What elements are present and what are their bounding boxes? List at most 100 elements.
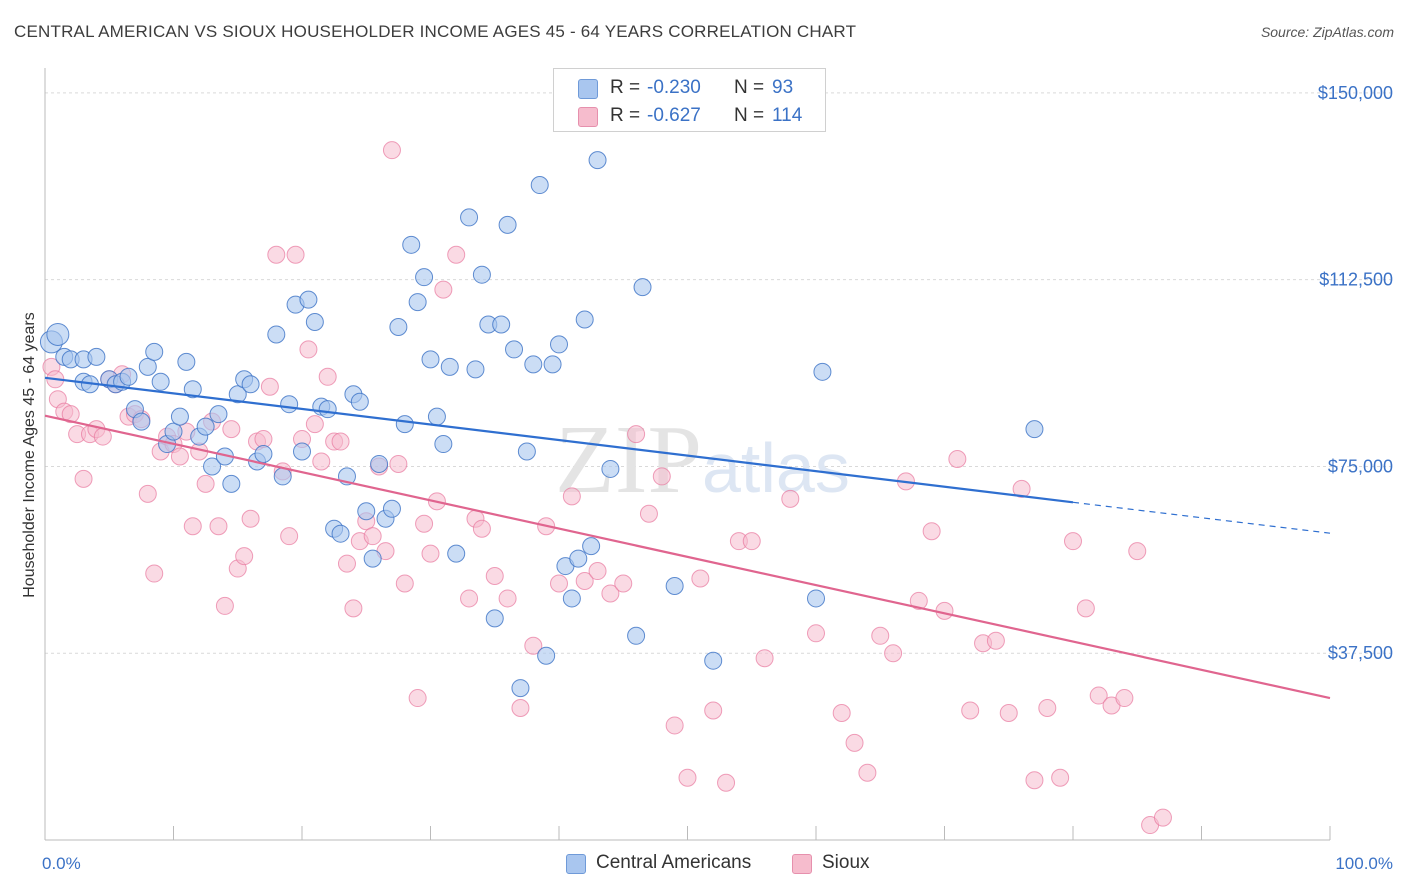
r-label: R = [610, 77, 641, 98]
central-american-point [363, 549, 382, 568]
sioux-point [511, 699, 530, 718]
sioux-point [1038, 699, 1057, 718]
central-american-point [132, 412, 151, 431]
central-american-point [492, 315, 511, 334]
central-american-point [145, 342, 164, 361]
central-american-point [402, 235, 421, 254]
sioux-point [241, 509, 260, 528]
sioux-point [280, 527, 299, 546]
central-american-point [807, 589, 825, 608]
sioux-point [485, 567, 504, 586]
sioux-point [858, 763, 877, 782]
legend-label: Sioux [822, 852, 870, 873]
r-value: -0.627 [647, 105, 701, 126]
central-american-point [151, 372, 170, 391]
sioux-point [781, 489, 800, 508]
central-american-point [543, 355, 562, 374]
sioux-point [755, 649, 774, 668]
y-tick-label: $37,500 [1328, 643, 1393, 663]
central-americans-trend-line [44, 376, 1074, 504]
y-tick-label: $75,000 [1328, 456, 1393, 476]
sioux-point [961, 701, 980, 720]
sioux-point [614, 574, 633, 593]
central-american-point [537, 646, 556, 665]
sioux-point [61, 405, 80, 424]
sioux-point [562, 487, 581, 506]
central-american-point [293, 442, 311, 461]
sioux-point [299, 340, 318, 359]
sioux-point [395, 574, 414, 593]
central-american-point [389, 317, 408, 336]
central-american-point [472, 265, 491, 284]
central-american-point [170, 407, 189, 426]
sioux-point [986, 631, 1005, 650]
sioux-point [1089, 686, 1108, 705]
sioux-point [627, 425, 646, 444]
sioux-point [588, 562, 607, 581]
sioux-point [832, 703, 851, 722]
n-value: 93 [772, 77, 794, 98]
central-american-point [1025, 420, 1044, 439]
central-american-point [305, 313, 324, 332]
sioux-point [665, 716, 684, 735]
central-american-point [588, 151, 607, 170]
axes [44, 68, 1331, 841]
x-tick-label: 0.0% [42, 854, 81, 873]
sioux-point [704, 701, 723, 720]
sioux-point [331, 432, 350, 451]
sioux-point [235, 547, 254, 566]
sioux-point [691, 569, 710, 588]
sioux-point [389, 454, 408, 473]
sioux-point [170, 447, 189, 466]
r-label: R = [610, 105, 641, 126]
sioux-point [742, 532, 761, 551]
sioux-point [183, 517, 202, 536]
central-american-point [370, 454, 389, 473]
grid-lines [45, 92, 1395, 654]
legend-row-sioux: R = -0.627 N = 114 [554, 101, 825, 129]
sioux-point [717, 773, 736, 792]
central-american-point [582, 537, 601, 556]
sioux-point [260, 377, 279, 396]
central-american-point [505, 340, 524, 359]
sioux-point [215, 596, 234, 615]
sioux-point [460, 589, 479, 608]
correlation-legend: R = -0.230 N = 93 R = -0.627 N = 114 [553, 68, 826, 132]
sioux-point [1064, 532, 1082, 551]
y-tick-label: $150,000 [1318, 83, 1393, 103]
n-label: N = [734, 105, 765, 126]
chart-title: CENTRAL AMERICAN VS SIOUX HOUSEHOLDER IN… [14, 22, 857, 41]
sioux-point [678, 768, 697, 787]
sioux-point [550, 574, 568, 593]
legend-row-central-americans: R = -0.230 N = 93 [554, 73, 825, 101]
trend-lines [44, 376, 1331, 700]
sioux-point [498, 589, 517, 608]
central-american-point [485, 609, 504, 628]
sioux-point [524, 636, 543, 655]
series-legend: Central Americans Sioux [0, 852, 1406, 878]
central-american-point [87, 347, 106, 366]
central-american-point [627, 626, 646, 645]
sioux-point [337, 554, 356, 573]
central-american-point [222, 474, 241, 493]
n-label: N = [734, 77, 765, 98]
sioux-point [434, 280, 453, 299]
y-axis-label: Householder Income Ages 45 - 64 years [21, 312, 38, 598]
central-american-point [196, 417, 215, 436]
sioux-point [344, 599, 363, 618]
sioux-point [472, 519, 491, 538]
central-american-point [427, 407, 446, 426]
central-american-point [575, 310, 594, 329]
source-label: Source: ZipAtlas.com [1260, 24, 1394, 40]
central-americans-trend-extension [1072, 501, 1331, 534]
sioux-point [1012, 479, 1031, 498]
sioux-point [421, 544, 440, 563]
sioux-point [935, 601, 954, 620]
central-american-point [550, 335, 568, 354]
sioux-point [575, 572, 594, 591]
sioux-point [922, 522, 941, 541]
central-american-point [350, 392, 369, 411]
central-american-point [357, 502, 376, 521]
sioux-point [382, 141, 401, 160]
